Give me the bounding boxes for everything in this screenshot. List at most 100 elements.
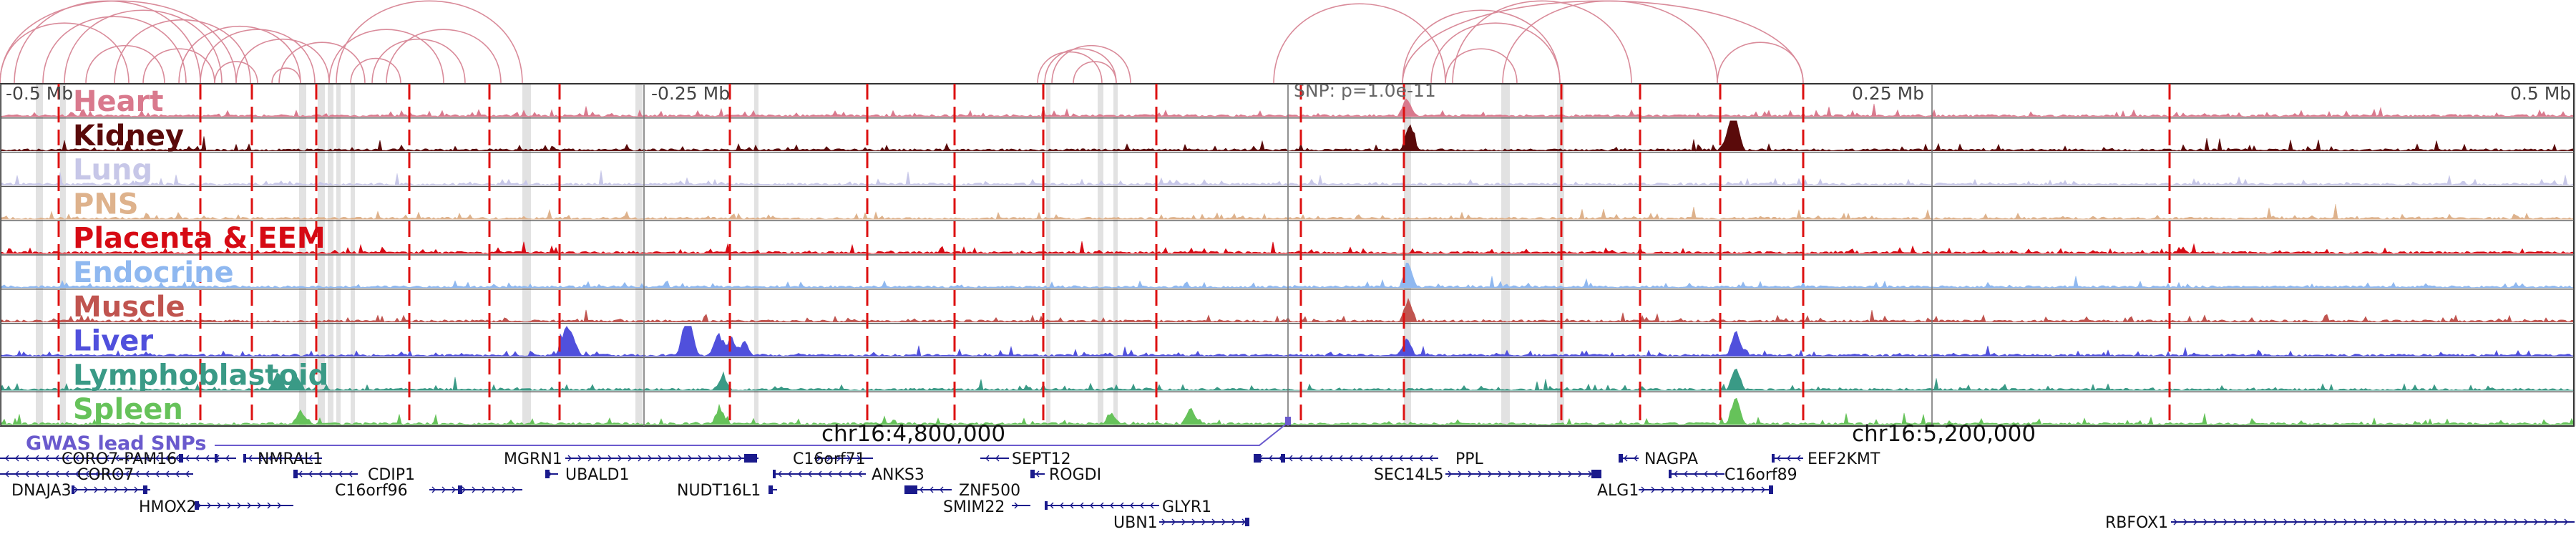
track-label-heart: Heart — [73, 85, 163, 118]
axis-label-minus-0-5: -0.5 Mb — [6, 83, 73, 104]
signal-muscle — [0, 297, 2575, 322]
chromatin-arc — [271, 67, 301, 84]
chromatin-arc — [1051, 44, 1131, 84]
gene-label: EEF2KMT — [1807, 450, 1880, 468]
chromatin-arc — [371, 38, 466, 84]
gene-label: MGRN1 — [504, 450, 562, 468]
gene-alg1: ALG1 — [1597, 482, 1773, 500]
gene-label: ANKS3 — [872, 466, 924, 484]
gene-label: UBALD1 — [565, 466, 629, 484]
chromatin-arc — [1717, 42, 1804, 84]
gene-coro7-pam16: CORO7-PAM16 — [0, 450, 236, 468]
signal-placenta-eem — [0, 241, 2575, 254]
track-label-liver: Liver — [73, 325, 153, 358]
gene-ubn1: UBN1 — [1113, 514, 1249, 532]
gene-eef2kmt: EEF2KMT — [1772, 450, 1880, 468]
chromatin-arc — [350, 57, 401, 84]
signal-lung — [0, 170, 2575, 185]
gene-label: ALG1 — [1597, 482, 1639, 500]
gene-label: NAGPA — [1644, 450, 1698, 468]
signal-pns — [0, 204, 2575, 220]
chromatin-arc — [386, 29, 502, 84]
gwas-connector-line — [215, 422, 1289, 446]
chromatin-arc — [142, 48, 215, 84]
track-label-spleen: Spleen — [73, 393, 183, 426]
chromatin-arc — [1402, 9, 1561, 84]
chromatin-arc — [178, 25, 301, 84]
chrom-position-5200000: chr16:5,200,000 — [1852, 421, 2036, 447]
chromatin-arc — [1430, 22, 1561, 84]
gene-sept12: SEPT12 — [980, 450, 1071, 468]
gene-nagpa: NAGPA — [1619, 450, 1698, 468]
gene-smim22: SMIM22 — [943, 498, 1030, 516]
gene-label: C16orf89 — [1724, 466, 1797, 484]
gene-label: PPL — [1455, 450, 1484, 468]
track-label-endocrine: Endocrine — [73, 256, 234, 289]
chromatin-arc — [214, 61, 258, 84]
track-label-placenta-eem: Placenta & EEM — [73, 222, 326, 255]
gene-label: SEPT12 — [1012, 450, 1071, 468]
gene-mgrn1: MGRN1 — [504, 450, 758, 468]
gene-label: CDIP1 — [368, 466, 415, 484]
track-label-lymphoblastoid: Lymphoblastoid — [73, 359, 328, 392]
gene-anks3: ANKS3 — [773, 466, 924, 484]
chromatin-arc — [42, 16, 187, 84]
gene-label: NMRAL1 — [258, 450, 323, 468]
chromatin-arc — [114, 19, 251, 84]
gene-sec14l5: SEC14L5 — [1374, 466, 1601, 484]
chromatin-arc — [328, 29, 444, 84]
gene-label: CORO7 — [77, 466, 134, 484]
gene-label: CORO7-PAM16 — [62, 450, 177, 468]
gene-label: GLYR1 — [1162, 498, 1211, 516]
gene-label: UBN1 — [1113, 514, 1158, 532]
gene-label: C16orf96 — [335, 482, 408, 500]
chromatin-arc — [1273, 3, 1446, 84]
chromatin-arc — [235, 38, 330, 84]
axis-label-0-25: 0.25 Mb — [1852, 83, 1924, 104]
gene-label: ZNF500 — [959, 482, 1020, 500]
gene-label: DNAJA3 — [11, 482, 72, 500]
gene-label: NUDT16L1 — [677, 482, 761, 500]
gwas-snp-mark — [1285, 417, 1291, 425]
track-label-lung: Lung — [73, 154, 152, 187]
track-label-pns: PNS — [73, 188, 139, 221]
chromatin-arc — [85, 44, 165, 84]
gene-c16orf96: C16orf96 — [335, 482, 522, 500]
gwas-lead-snps-label: GWAS lead SNPs — [26, 432, 206, 455]
gene-cdip1: CDIP1 — [293, 466, 415, 484]
gene-ppl: PPL — [1254, 450, 1484, 468]
axis-label-0-5: 0.5 Mb — [2510, 83, 2571, 104]
gene-dnaja3: DNAJA3 — [11, 482, 150, 500]
gene-coro7: CORO7 — [0, 466, 193, 484]
gene-c16orf89: C16orf89 — [1669, 466, 1797, 484]
gene-nudt16l1: NUDT16L1 — [677, 482, 777, 500]
gene-rbfox1: RBFOX1 — [2105, 514, 2575, 532]
track-label-muscle: Muscle — [73, 291, 185, 324]
track-label-kidney: Kidney — [73, 120, 184, 153]
gene-label: ROGDI — [1049, 466, 1101, 484]
chromatin-arc — [1502, 0, 1718, 84]
signal-lymphoblastoid — [0, 368, 2575, 391]
signal-endocrine — [0, 262, 2575, 289]
chromatin-arc — [336, 0, 523, 84]
chromatin-arc — [200, 29, 316, 84]
gene-nmral1: NMRAL1 — [243, 450, 323, 468]
gene-label: SEC14L5 — [1374, 466, 1443, 484]
signal-kidney — [0, 120, 2575, 152]
chromatin-arc — [1073, 61, 1117, 84]
chromatin-arc — [278, 42, 366, 84]
gene-glyr1: GLYR1 — [1045, 498, 1211, 516]
chromatin-arc — [1044, 48, 1117, 84]
axis-label-minus-0-25: -0.25 Mb — [651, 83, 730, 104]
chromatin-arc — [64, 9, 223, 84]
chromatin-arc — [14, 0, 201, 84]
snp-pvalue-label: SNP: p=1.0e-11 — [1294, 80, 1436, 101]
gene-label: HMOX2 — [139, 498, 197, 516]
signal-heart — [0, 98, 2575, 117]
gene-label: RBFOX1 — [2105, 514, 2168, 532]
gene-label: C16orf71 — [793, 450, 866, 468]
gene-rogdi: ROGDI — [1030, 466, 1101, 484]
gene-hmox2: HMOX2 — [139, 498, 293, 516]
gene-ubald1: UBALD1 — [545, 466, 629, 484]
